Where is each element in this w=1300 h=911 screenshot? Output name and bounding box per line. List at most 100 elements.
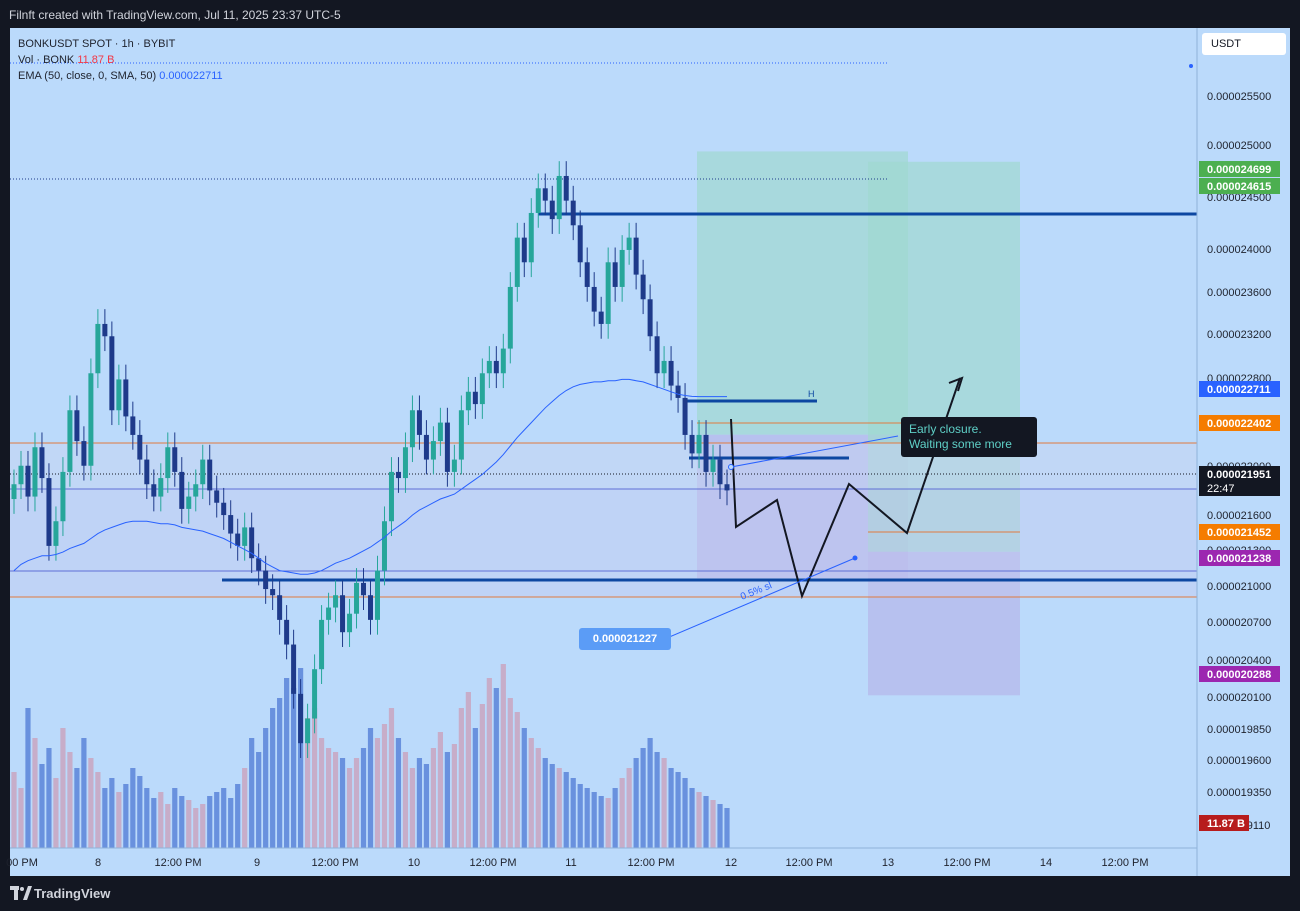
y-tick-label: 0.000019850	[1207, 724, 1271, 736]
candle	[633, 237, 639, 275]
candle	[102, 323, 108, 337]
volume-bar	[67, 752, 73, 848]
x-tick-label: 12:00 PM	[469, 857, 516, 869]
x-tick-label: 10	[408, 857, 420, 869]
candle	[81, 441, 87, 466]
candle	[277, 595, 283, 620]
candle	[221, 502, 227, 516]
candle	[374, 570, 380, 620]
volume-bar	[633, 758, 639, 848]
candle	[654, 336, 660, 374]
y-tick-label: 0.000024500	[1207, 192, 1271, 204]
currency-button[interactable]: USDT	[1202, 33, 1286, 55]
trend-line[interactable]	[730, 435, 899, 468]
volume-bar	[144, 788, 150, 848]
callout-line-2: Waiting some more	[909, 437, 1012, 451]
volume-bar	[318, 738, 325, 848]
volume-bar	[123, 784, 129, 848]
price-label-value: 11.87 B	[1207, 818, 1245, 830]
price-bubble[interactable]: 0.000021227	[579, 628, 671, 650]
volume-bar	[74, 768, 80, 848]
volume-bar	[682, 778, 688, 848]
candle	[542, 188, 548, 201]
candle	[46, 478, 52, 546]
candle	[619, 249, 625, 287]
volume-bar	[584, 788, 590, 848]
candle	[570, 200, 576, 226]
volume-bar	[46, 748, 52, 848]
volume-bar	[109, 778, 115, 848]
candle	[361, 582, 367, 596]
candle	[193, 484, 199, 497]
volume-bar	[458, 708, 464, 848]
legend-vol-label: Vol · BONK	[18, 54, 75, 66]
candle	[563, 175, 569, 201]
candle	[214, 490, 220, 503]
candle	[340, 595, 346, 633]
volume-bar	[472, 728, 478, 848]
volume-bar	[235, 784, 241, 848]
candle	[465, 391, 471, 411]
volume-bar	[284, 678, 290, 848]
ruler-handle[interactable]	[852, 555, 858, 561]
volume-bar	[221, 788, 227, 848]
x-tick-label: 13	[882, 857, 894, 869]
candle	[647, 299, 653, 337]
volume-bar	[710, 800, 716, 848]
price-label-value: 0.000022711	[1207, 384, 1271, 396]
candle	[479, 373, 485, 405]
candle	[116, 379, 122, 411]
volume-bar	[479, 704, 485, 848]
candle	[242, 527, 248, 546]
tradingview-logo-icon	[10, 886, 32, 900]
legend-volume[interactable]: Vol · BONK 11.87 B	[18, 52, 223, 68]
volume-bar	[654, 752, 660, 848]
candle	[270, 589, 276, 596]
currency-label: USDT	[1211, 38, 1241, 50]
legend-ema[interactable]: EMA (50, close, 0, SMA, 50) 0.000022711	[18, 68, 223, 84]
candle	[703, 434, 709, 472]
volume-bar	[263, 728, 269, 848]
volume-bar	[423, 764, 430, 848]
price-label-value: 0.000021951	[1207, 469, 1271, 481]
volume-bar	[339, 758, 346, 848]
candle	[668, 360, 674, 386]
candle	[444, 422, 450, 472]
x-tick-label: 9	[254, 857, 260, 869]
price-label-badge	[1199, 524, 1280, 540]
volume-bar	[388, 708, 395, 848]
legend-symbol[interactable]: BONKUSDT SPOT · 1h · BYBIT	[18, 38, 176, 50]
volume-bar	[577, 784, 583, 848]
trend-line-handle[interactable]	[728, 464, 734, 470]
volume-bar	[598, 796, 604, 848]
candle	[381, 521, 387, 571]
note-callout[interactable]: Early closure. Waiting some more	[901, 417, 1037, 457]
x-tick-label: 12:00 PM	[311, 857, 358, 869]
zone-plan-loss[interactable]	[868, 551, 1020, 696]
candle	[423, 434, 429, 460]
ruler-line[interactable]	[666, 557, 856, 639]
price-label-badge	[1199, 381, 1280, 397]
x-tick-label: 12:00 PM	[154, 857, 201, 869]
volume-bar	[270, 708, 276, 848]
candle	[458, 410, 464, 460]
price-label-value: 0.000022402	[1207, 418, 1271, 430]
volume-bar	[39, 764, 45, 848]
volume-bar	[381, 724, 388, 848]
header-bar: Filnft created with TradingView.com, Jul…	[0, 0, 1300, 28]
candle	[507, 286, 513, 349]
volume-bar	[11, 772, 17, 848]
volume-bar	[619, 778, 625, 848]
volume-bar	[353, 758, 360, 848]
projection-arrowhead-icon	[948, 376, 964, 392]
volume-bar	[556, 768, 562, 848]
x-tick-label: 12:00 PM	[943, 857, 990, 869]
projection-path[interactable]	[730, 377, 961, 600]
volume-bar	[724, 808, 730, 848]
candle	[689, 434, 695, 454]
volume-bar	[172, 788, 178, 848]
volume-bar	[640, 748, 646, 848]
volume-bar	[200, 804, 206, 848]
volume-bar	[130, 768, 136, 848]
